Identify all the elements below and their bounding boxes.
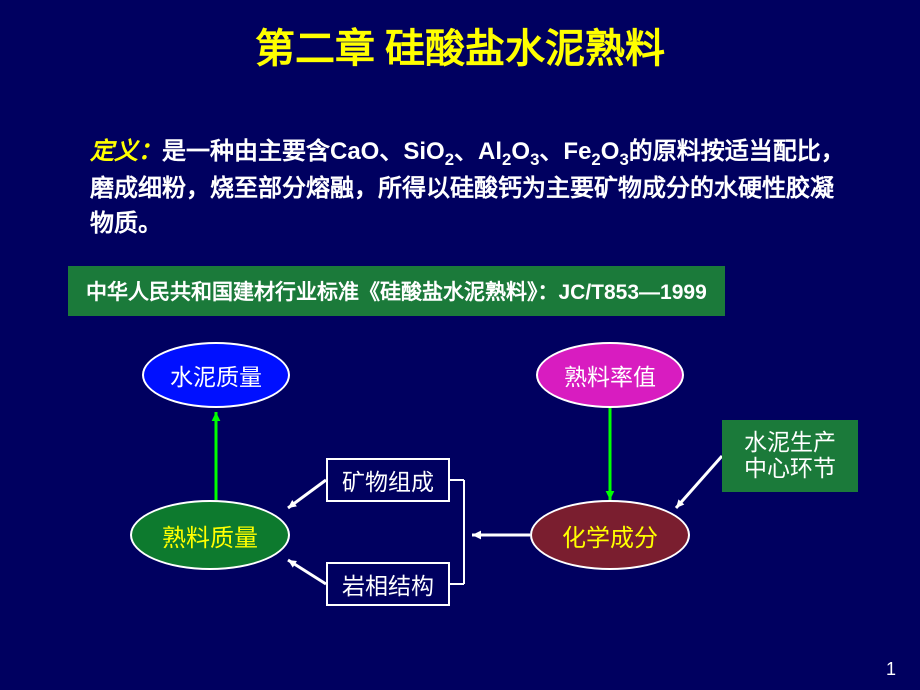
- node-clinker-quality-label: 熟料质量: [162, 518, 258, 553]
- node-chem-comp: 化学成分: [530, 500, 690, 570]
- node-petro: 岩相结构: [326, 562, 450, 606]
- node-clinker-rate: 熟料率值: [536, 342, 684, 408]
- node-center-link: 水泥生产 中心环节: [722, 420, 858, 492]
- node-mineral: 矿物组成: [326, 458, 450, 502]
- node-cement-quality-label: 水泥质量: [170, 358, 262, 392]
- node-chem-comp-label: 化学成分: [562, 518, 658, 553]
- node-clinker-rate-label: 熟料率值: [564, 358, 656, 392]
- node-petro-label: 岩相结构: [342, 567, 434, 601]
- node-cement-quality: 水泥质量: [142, 342, 290, 408]
- node-clinker-quality: 熟料质量: [130, 500, 290, 570]
- node-mineral-label: 矿物组成: [342, 463, 434, 497]
- flow-diagram: 水泥质量 熟料质量 熟料率值 化学成分 矿物组成 岩相结构 水泥生产 中心环节: [0, 0, 920, 690]
- center-link-line1: 水泥生产: [744, 430, 836, 456]
- diagram-arrows: [0, 0, 920, 690]
- center-link-line2: 中心环节: [744, 456, 836, 482]
- page-number: 1: [886, 659, 896, 680]
